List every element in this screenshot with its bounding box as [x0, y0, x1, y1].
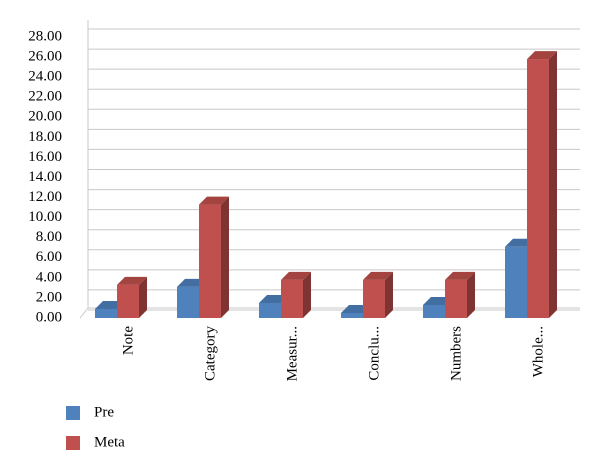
bar-front — [117, 284, 139, 318]
y-tick-label: 8.00 — [36, 229, 62, 245]
y-tick-label: 14.00 — [28, 169, 62, 185]
bar — [527, 51, 557, 318]
y-tick-label: 16.00 — [28, 149, 62, 165]
bar-side — [221, 196, 229, 318]
y-tick-label: 6.00 — [36, 249, 62, 265]
bar — [281, 271, 311, 318]
bar-front — [445, 279, 467, 318]
legend-swatch — [66, 406, 80, 420]
bar-side — [467, 271, 475, 318]
floor — [79, 307, 580, 319]
y-tick-label: 12.00 — [28, 189, 62, 205]
bar-front — [95, 308, 117, 318]
y-tick-label: 4.00 — [36, 269, 62, 285]
bar-front — [199, 204, 221, 318]
bar-side — [549, 51, 557, 318]
bar — [445, 271, 475, 318]
bar-front — [363, 279, 385, 318]
bar-top — [281, 271, 311, 280]
bar-side — [303, 271, 311, 318]
bar-front — [505, 246, 527, 318]
y-tick-label: 10.00 — [28, 209, 62, 225]
bar — [117, 276, 147, 318]
x-tick-label: Whole... — [530, 326, 546, 377]
x-tick-label: Conclu... — [366, 326, 382, 381]
bar-side — [139, 276, 147, 318]
bar — [363, 271, 393, 318]
y-tick-label: 26.00 — [28, 49, 62, 65]
bar-front — [423, 304, 445, 318]
bar-front — [177, 286, 199, 318]
legend-swatch — [66, 436, 80, 450]
x-tick-label: Note — [120, 326, 136, 356]
bar-side — [385, 271, 393, 318]
y-tick-label: 28.00 — [28, 28, 62, 44]
x-tick-label: Numbers — [448, 326, 464, 381]
bar-front — [527, 59, 549, 318]
y-tick-label: 24.00 — [28, 69, 62, 85]
bar-top — [117, 276, 147, 285]
bar-front — [259, 302, 281, 318]
y-tick-label: 20.00 — [28, 109, 62, 125]
y-tick-label: 2.00 — [36, 289, 62, 305]
y-tick-label: 22.00 — [28, 89, 62, 105]
bar-front — [341, 312, 363, 318]
y-tick-label: 18.00 — [28, 129, 62, 145]
bar — [199, 196, 229, 318]
bar-top — [445, 271, 475, 280]
bar-top — [199, 196, 229, 205]
x-tick-label: Measur... — [284, 326, 300, 381]
x-tick-label: Category — [202, 326, 218, 381]
bar-front — [281, 279, 303, 318]
legend-label: Meta — [94, 434, 125, 450]
legend-label: Pre — [94, 404, 114, 420]
bar-top — [363, 271, 393, 280]
bar-top — [527, 51, 557, 60]
y-tick-label: 0.00 — [36, 309, 62, 325]
